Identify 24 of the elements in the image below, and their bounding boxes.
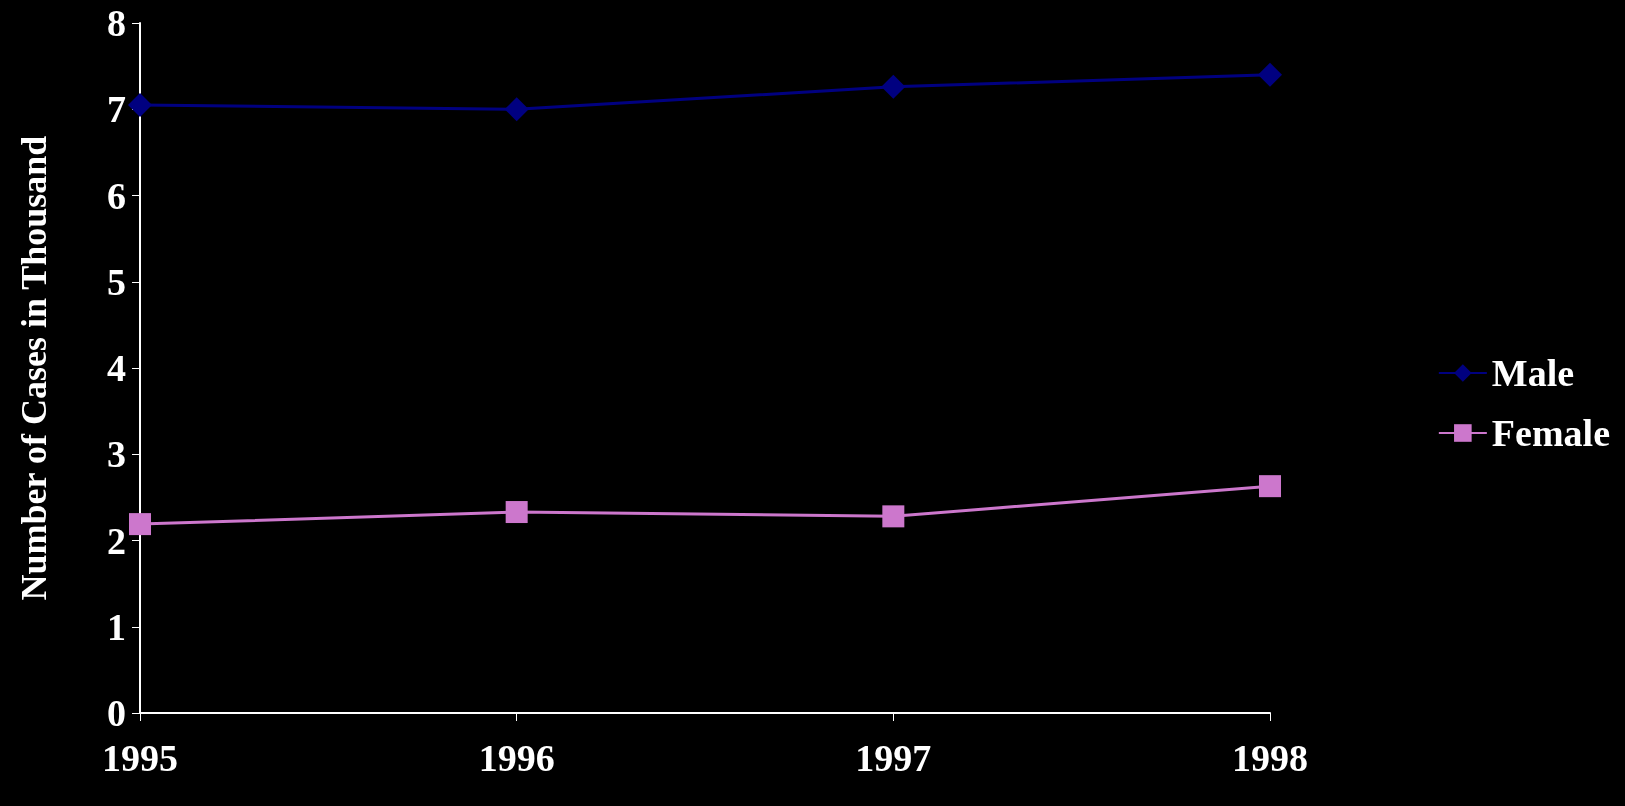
point (881, 74, 906, 99)
x-tick-label: 1995 (102, 737, 178, 779)
y-tick-label: 1 (107, 605, 126, 648)
x-tick-label: 1997 (855, 737, 932, 779)
y-axis-title: Number of Cases in Thousand (14, 135, 54, 601)
point (1259, 475, 1281, 498)
point (505, 501, 528, 524)
point (882, 505, 905, 528)
y-tick-label: 7 (107, 88, 126, 131)
y-tick-label: 4 (107, 347, 126, 389)
point (129, 513, 151, 536)
y-tick-label: 5 (107, 260, 126, 303)
y-tick-label: 2 (107, 519, 126, 562)
point (128, 92, 152, 117)
x-tick-label: 1998 (1232, 737, 1308, 779)
x-tick-label: 1996 (478, 737, 555, 779)
legend-label: Male (1491, 352, 1575, 394)
y-tick-label: 6 (107, 174, 126, 217)
point (1258, 62, 1282, 87)
y-tick-label: 3 (107, 433, 126, 476)
y-tick-label: 0 (107, 692, 126, 734)
legend-label: Female (1491, 412, 1610, 454)
y-tick-label: 8 (107, 2, 126, 44)
point (504, 97, 529, 122)
